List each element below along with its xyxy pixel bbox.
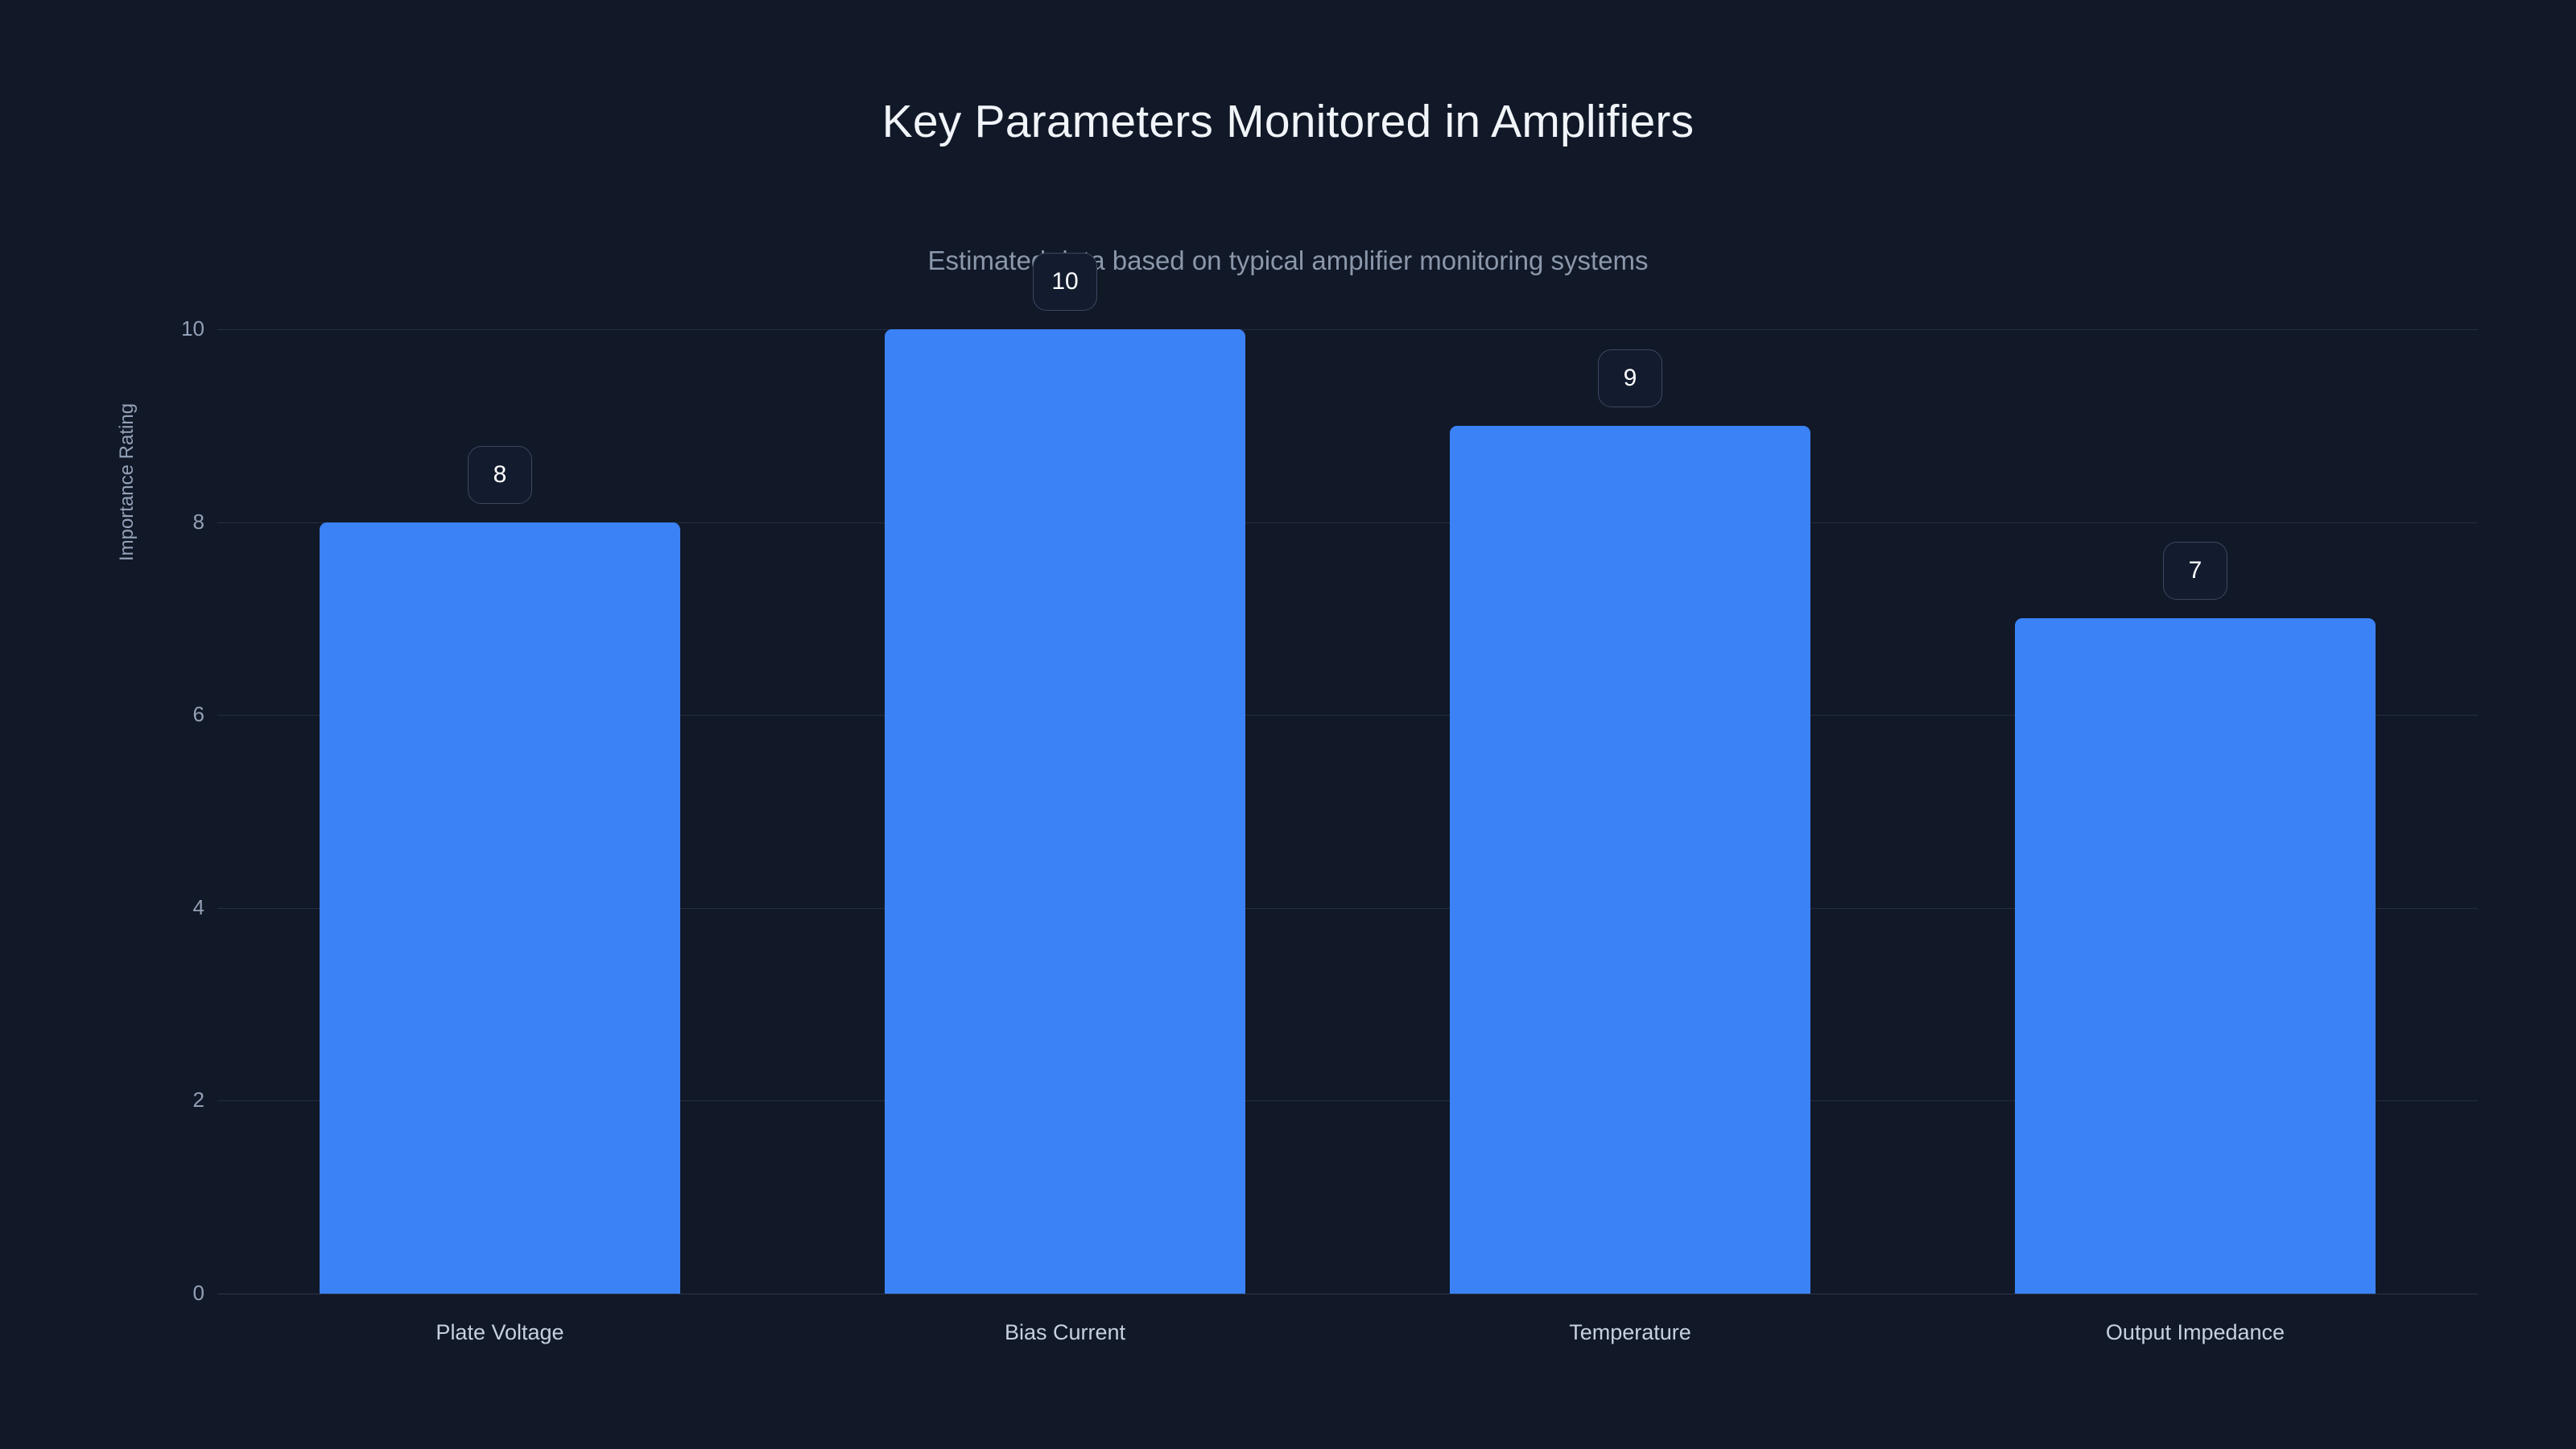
value-badge: 7 [2163, 542, 2227, 601]
gridline [217, 715, 2478, 716]
plot-area [217, 329, 2478, 1294]
x-tick-label: Plate Voltage [436, 1320, 564, 1344]
bar[interactable] [320, 522, 680, 1294]
bar[interactable] [2015, 618, 2376, 1294]
gridline [217, 1100, 2478, 1102]
y-tick-label: 10 [181, 316, 204, 341]
y-tick-label: 0 [192, 1281, 204, 1305]
value-badge: 9 [1598, 349, 1662, 407]
value-badge: 10 [1033, 253, 1097, 311]
gridline [217, 329, 2478, 330]
x-tick-label: Temperature [1569, 1320, 1691, 1344]
y-tick-label: 6 [192, 702, 204, 727]
gridline [217, 907, 2478, 909]
x-tick-label: Bias Current [1004, 1320, 1126, 1344]
y-axis-title: Importance Rating [116, 402, 138, 562]
x-tick-label: Output Impedance [2105, 1320, 2285, 1344]
y-tick-label: 4 [192, 894, 204, 919]
gridline [217, 522, 2478, 523]
value-badge: 8 [468, 445, 532, 504]
y-tick-label: 8 [192, 509, 204, 534]
chart-subtitle: Estimated data based on typical amplifie… [927, 246, 1649, 275]
bar[interactable] [885, 329, 1245, 1294]
chart-title: Key Parameters Monitored in Amplifiers [881, 96, 1695, 147]
y-tick-label: 2 [192, 1088, 204, 1113]
bar[interactable] [1450, 425, 1810, 1294]
